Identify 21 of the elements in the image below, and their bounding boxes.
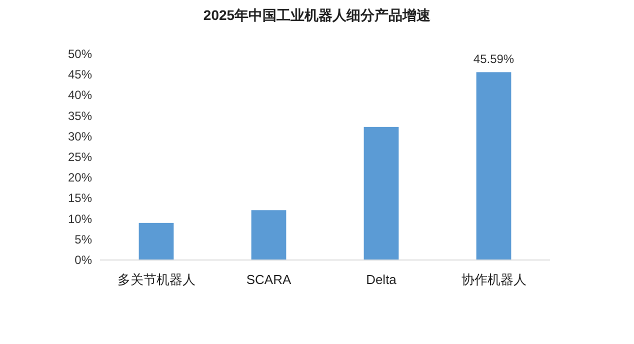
y-tick-label: 5%: [74, 232, 92, 246]
y-tick-label: 35%: [68, 108, 92, 123]
bar: [251, 210, 286, 260]
y-tick-label: 25%: [68, 150, 92, 164]
bar: [364, 126, 399, 260]
y-tick-label: 45%: [68, 68, 92, 82]
x-tick-label: 多关节机器人: [117, 272, 196, 287]
y-tick-label: 20%: [68, 170, 92, 185]
y-tick-label: 15%: [68, 191, 92, 206]
x-tick-label: 协作机器人: [461, 272, 526, 287]
y-tick-label: 0%: [74, 253, 92, 267]
data-label: 45.59%: [473, 52, 514, 66]
y-tick-label: 10%: [68, 212, 92, 226]
chart-title: 2025年中国工业机器人细分产品增速: [203, 7, 432, 23]
y-tick-label: 30%: [68, 129, 92, 144]
x-tick-label: Delta: [366, 272, 398, 287]
x-tick-label: SCARA: [246, 272, 292, 287]
bar: [138, 222, 174, 260]
bar: [476, 72, 512, 260]
y-tick-label: 40%: [68, 88, 92, 102]
y-tick-label: 50%: [68, 47, 92, 61]
